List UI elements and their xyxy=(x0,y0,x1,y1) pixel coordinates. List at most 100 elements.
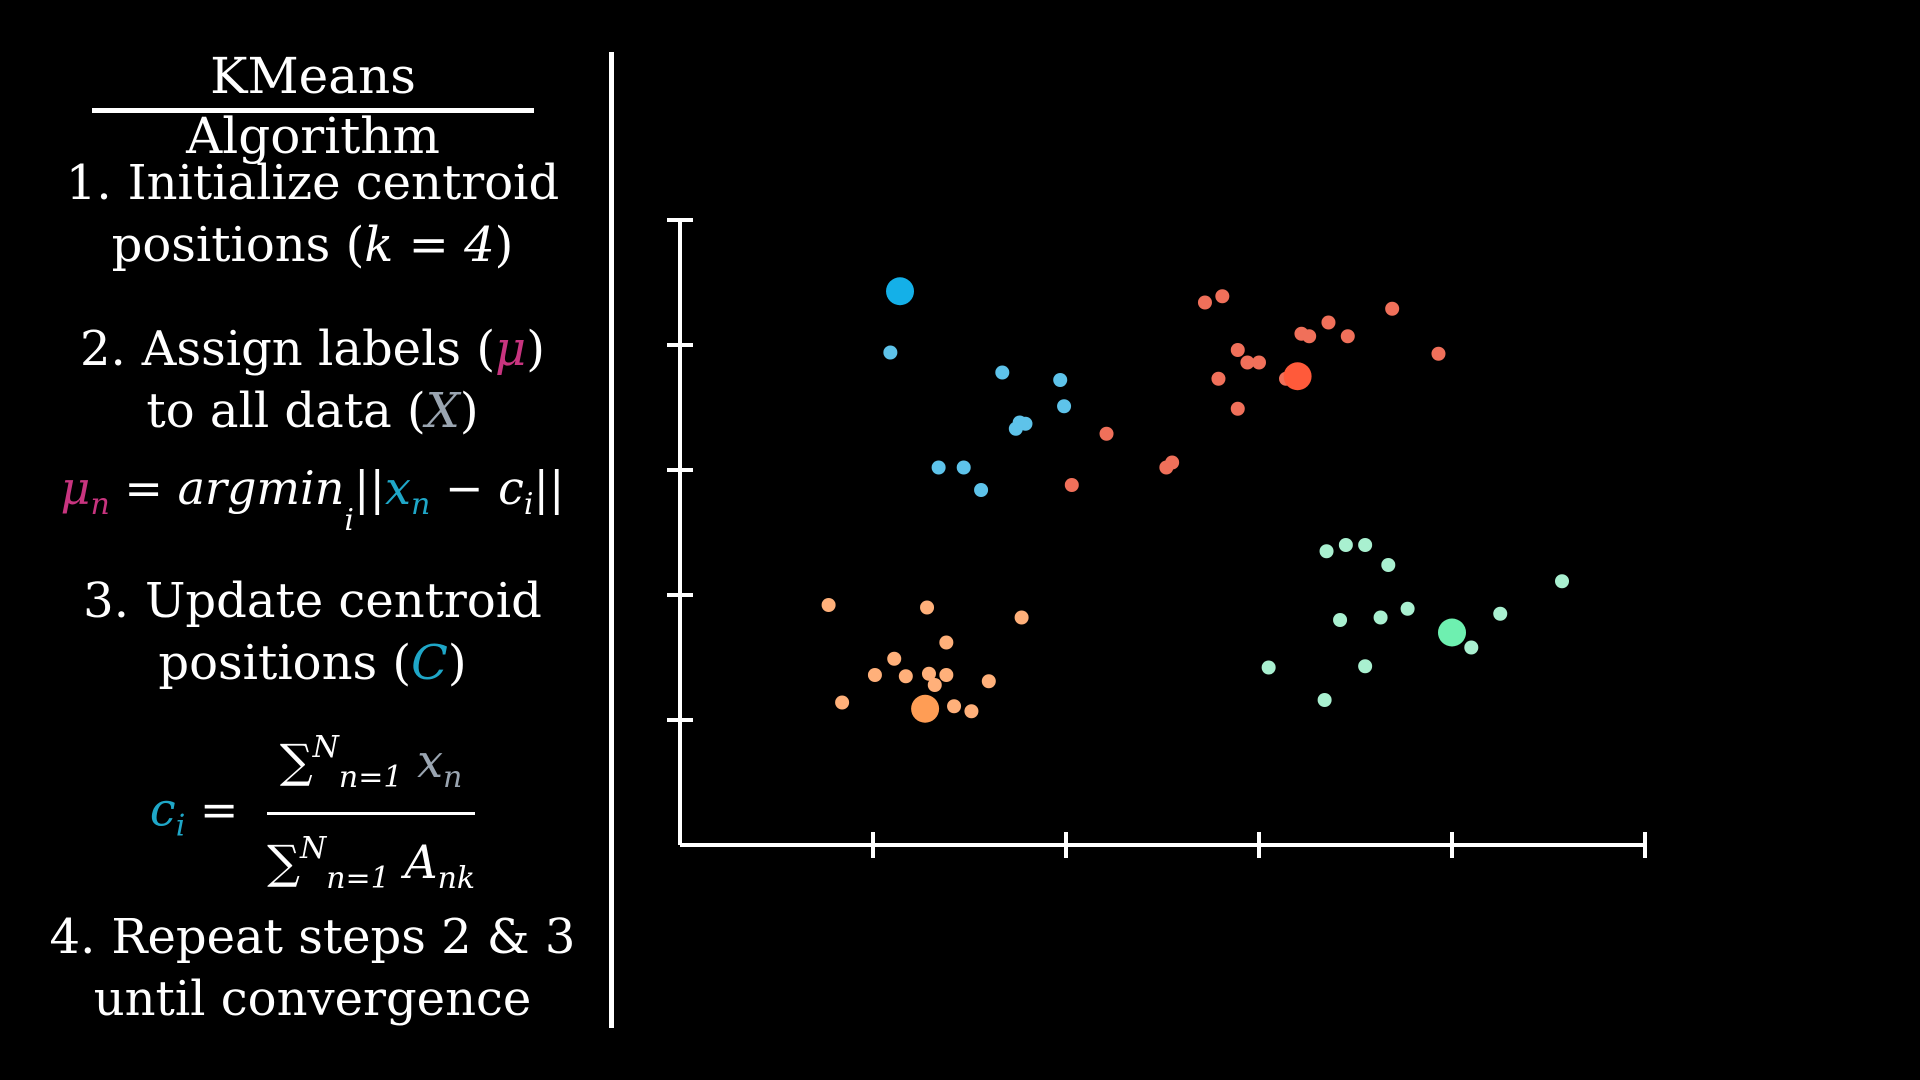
plot-axes xyxy=(667,218,1647,858)
plot-centroids xyxy=(886,277,1466,723)
data-point xyxy=(1064,478,1079,492)
data-point xyxy=(1230,401,1245,416)
data-point xyxy=(867,668,882,682)
data-point xyxy=(956,460,971,475)
plot-points xyxy=(821,289,1570,719)
data-point xyxy=(898,669,913,684)
data-point xyxy=(1385,301,1400,316)
step-4-line1: Repeat steps 2 & 3 xyxy=(111,909,576,965)
data-point xyxy=(1302,329,1317,344)
numerator-term-sub: n xyxy=(443,760,463,795)
step-3: 3. Update centroid positions (C) xyxy=(40,570,585,694)
data-point xyxy=(920,600,935,615)
data-point xyxy=(995,365,1010,380)
data-point xyxy=(1215,289,1230,304)
step-1-number: 1. xyxy=(65,155,112,211)
data-point xyxy=(974,483,989,497)
step-1-k-math: k = 4 xyxy=(364,217,495,273)
data-point xyxy=(1261,660,1276,675)
denominator-sum-sup: N xyxy=(299,831,327,866)
vertical-divider xyxy=(609,52,614,1028)
denominator-sum-icon: ∑ xyxy=(267,835,300,889)
title-underline xyxy=(92,108,534,113)
data-point xyxy=(1057,399,1072,414)
step-3-line1: Update centroid xyxy=(144,573,542,629)
step-2-line2-pre: to all data ( xyxy=(146,383,426,439)
numerator-sum-sub: n=1 xyxy=(338,760,403,795)
step-2-line2-post: ) xyxy=(459,383,479,439)
assign-formula-argmin-sub: i xyxy=(344,503,354,538)
step-2-x-symbol: X xyxy=(425,383,460,439)
assign-formula-x-sub: n xyxy=(410,487,431,522)
assign-formula-mu: μ xyxy=(60,461,91,515)
data-point xyxy=(1240,355,1255,370)
step-2-line1-pre: Assign labels ( xyxy=(141,321,496,377)
step-4: 4. Repeat steps 2 & 3 until convergence xyxy=(40,906,585,1030)
assign-formula-mu-sub: n xyxy=(90,487,110,522)
denominator-sum-sub: n=1 xyxy=(326,861,390,896)
assign-formula-argmin: = argmin xyxy=(109,461,345,515)
data-point xyxy=(1014,610,1029,625)
step-1-line2-pre: positions ( xyxy=(111,217,365,273)
data-point xyxy=(835,695,850,710)
assign-formula-c-sub: i xyxy=(523,487,534,522)
data-point xyxy=(964,704,979,719)
data-point xyxy=(1555,574,1570,589)
numerator-sum-icon: ∑ xyxy=(279,734,313,788)
data-point xyxy=(1358,538,1373,552)
step-4-line2: until convergence xyxy=(93,971,532,1027)
step-2-line1-post: ) xyxy=(526,321,545,377)
update-formula-denominator: ∑Nn=1 Ank xyxy=(267,815,475,907)
numerator-sum-sup: N xyxy=(312,730,339,765)
data-point xyxy=(1099,426,1114,441)
update-formula-c: c xyxy=(149,782,176,837)
step-1-line1: Initialize centroid xyxy=(127,155,560,211)
data-point xyxy=(1252,355,1266,370)
assign-formula-open: || xyxy=(354,461,385,515)
data-point xyxy=(887,651,902,666)
data-point xyxy=(939,668,954,682)
data-point xyxy=(921,666,936,681)
denominator-term-sub: nk xyxy=(437,861,476,896)
data-point xyxy=(1400,601,1415,616)
data-point xyxy=(1197,295,1212,310)
update-formula-c-sub: i xyxy=(175,808,186,844)
data-point xyxy=(1464,640,1479,655)
data-point xyxy=(1211,371,1226,386)
data-point xyxy=(981,674,996,689)
data-point xyxy=(939,635,954,650)
update-formula-eq: = xyxy=(185,782,254,837)
data-point xyxy=(1321,315,1336,330)
step-3-line2-post: ) xyxy=(447,635,467,691)
centroid-point xyxy=(1438,618,1466,647)
assign-formula-minus-c: − c xyxy=(430,461,524,515)
data-point xyxy=(1008,421,1023,436)
data-point xyxy=(1358,659,1373,674)
data-point xyxy=(1053,373,1068,387)
step-1: 1. Initialize centroid positions (k = 4) xyxy=(40,152,585,276)
page-title: KMeans Algorithm xyxy=(186,47,440,165)
step-3-line2-pre: positions ( xyxy=(158,635,412,691)
step-1-line2-post: ) xyxy=(494,217,514,273)
step-3-c-symbol: C xyxy=(411,635,448,691)
step-2-mu-symbol: μ xyxy=(495,321,527,377)
denominator-term: A xyxy=(389,835,438,889)
step-2-number: 2. xyxy=(80,321,126,377)
data-point xyxy=(931,460,946,475)
data-point xyxy=(927,678,942,692)
update-formula-fraction: ∑Nn=1 xn ∑Nn=1 Ank xyxy=(267,720,476,907)
data-point xyxy=(1381,558,1396,572)
data-point xyxy=(1493,606,1508,621)
update-formula: ci = ∑Nn=1 xn ∑Nn=1 Ank xyxy=(40,720,585,907)
assign-formula: μn = argmini||xn − ci|| xyxy=(40,458,585,551)
centroid-point xyxy=(911,694,940,723)
assign-formula-close: || xyxy=(533,461,565,515)
data-point xyxy=(821,598,836,612)
data-point xyxy=(1373,610,1388,625)
assign-formula-x: x xyxy=(385,461,411,515)
step-2: 2. Assign labels (μ) to all data (X) xyxy=(40,318,585,442)
data-point xyxy=(1340,329,1355,344)
data-point xyxy=(1230,343,1245,357)
data-point xyxy=(947,699,962,714)
data-point xyxy=(1319,544,1334,559)
